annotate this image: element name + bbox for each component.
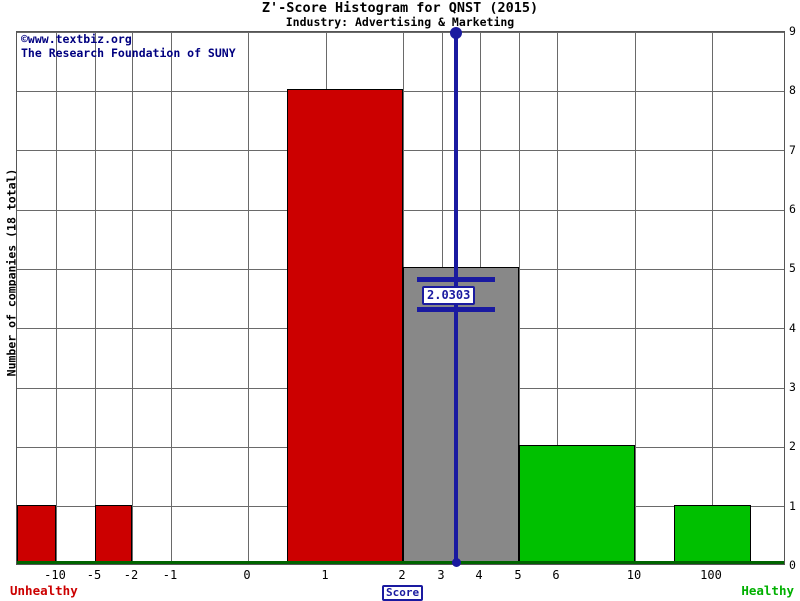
y-tick-label: 6 xyxy=(789,202,796,216)
histogram-bar xyxy=(674,504,751,564)
x-tick-label: 2 xyxy=(398,568,406,582)
histogram-bar xyxy=(403,267,519,564)
zone-label-unhealthy: Unhealthy xyxy=(10,583,78,598)
y-tick-label: 1 xyxy=(789,498,796,513)
gridline-vertical xyxy=(518,32,520,564)
y-tick-label: 0 xyxy=(789,558,796,572)
gridline-vertical xyxy=(55,32,57,564)
y-tick-label: 4 xyxy=(789,320,796,335)
gridline-vertical xyxy=(94,32,96,564)
y-tick-label: 9 xyxy=(789,24,796,38)
score-value-badge: 2.0303 xyxy=(422,286,476,306)
gridline-vertical xyxy=(170,32,172,564)
x-tick-label: -5 xyxy=(86,568,102,582)
histogram-bar xyxy=(95,504,132,564)
watermark-line-2: The Research Foundation of SUNY xyxy=(21,46,236,60)
x-tick-label: 3 xyxy=(437,568,445,582)
x-axis-title: Score xyxy=(382,585,424,601)
watermark-line-1: ©www.textbiz.org xyxy=(21,32,132,46)
zone-label-healthy: Healthy xyxy=(741,583,794,598)
score-marker-upper-bar xyxy=(417,277,495,283)
histogram-bar xyxy=(519,445,635,564)
plot-inner: 2.0303 xyxy=(17,27,784,567)
page-title: Z'-Score Histogram for QNST (2015) xyxy=(261,0,539,16)
x-tick-label: 1 xyxy=(321,568,329,582)
x-tick-label: 6 xyxy=(552,568,560,582)
score-marker-bottom-dot xyxy=(451,558,461,567)
gridline-vertical xyxy=(634,32,636,564)
gridline-vertical xyxy=(556,32,558,564)
gridline-vertical xyxy=(247,32,249,564)
score-marker-top-dot xyxy=(450,27,462,39)
y-tick-label: 2 xyxy=(789,439,796,454)
x-tick-label: 10 xyxy=(626,568,642,582)
histogram-bar xyxy=(17,504,56,564)
watermark: ©www.textbiz.org The Research Foundation… xyxy=(21,32,236,60)
plot-area: 2.0303 xyxy=(16,27,785,567)
x-tick-label: 5 xyxy=(514,568,522,582)
gridline-vertical xyxy=(711,32,713,564)
x-tick-label: 100 xyxy=(700,568,722,582)
gridline-vertical xyxy=(131,32,133,564)
y-tick-label: 3 xyxy=(789,380,796,394)
histogram-bar xyxy=(287,89,403,564)
chart-subtitle: Industry: Advertising & Marketing xyxy=(285,15,515,29)
score-marker-lower-bar xyxy=(417,307,495,313)
y-tick-label: 7 xyxy=(789,142,796,157)
y-tick-label: 8 xyxy=(789,83,796,98)
baseline xyxy=(17,561,784,564)
gridline-horizontal xyxy=(17,31,784,33)
x-tick-label: -1 xyxy=(162,568,178,582)
x-tick-label: -2 xyxy=(123,568,139,582)
x-tick-label: 4 xyxy=(475,568,483,582)
x-tick-label: -10 xyxy=(44,568,66,582)
x-tick-label: 0 xyxy=(243,568,251,582)
y-tick-label: 5 xyxy=(789,261,796,276)
y-axis-title-wrapper: Number of companies (18 total) xyxy=(0,0,19,600)
